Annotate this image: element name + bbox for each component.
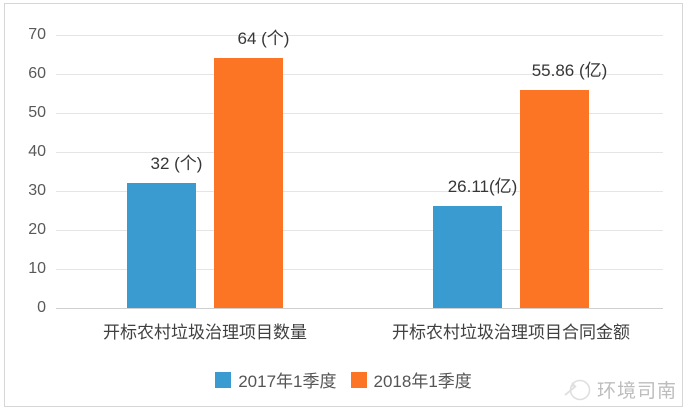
legend-item-2017: 2017年1季度 <box>215 367 337 392</box>
gridline-70 <box>56 35 663 36</box>
bar-chart-plot-area: 开标农村垃圾治理项目数量 开标农村垃圾治理项目合同金额 2017年1季度 201… <box>5 4 682 406</box>
bar-series1-group0 <box>214 58 283 308</box>
bar-series0-group0 <box>127 183 196 308</box>
gridline-30 <box>56 191 663 192</box>
data-label-series0-group0: 32 (个) <box>150 154 203 174</box>
y-axis-tick-label-10: 10 <box>28 260 46 277</box>
watermark-text: 环境司南 <box>596 381 677 402</box>
data-label-series0-group1: 26.11(亿) <box>447 177 518 197</box>
y-axis-tick-label-60: 60 <box>28 65 46 82</box>
gridline-50 <box>56 113 663 114</box>
gridline-40 <box>56 152 663 153</box>
y-axis-tick-label-30: 30 <box>28 182 46 199</box>
y-axis-tick-label-0: 0 <box>37 299 46 316</box>
data-label-series1-group0: 64 (个) <box>237 29 290 49</box>
category-label-contract-amount: 开标农村垃圾治理项目合同金额 <box>392 323 630 342</box>
compass-icon <box>564 379 591 401</box>
y-axis-tick-label-50: 50 <box>28 104 46 121</box>
y-axis-tick-label-40: 40 <box>28 143 46 160</box>
legend: 2017年1季度 2018年1季度 <box>5 367 682 392</box>
category-label-project-count: 开标农村垃圾治理项目数量 <box>103 323 307 342</box>
gridline-0 <box>56 308 663 309</box>
legend-item-2018: 2018年1季度 <box>350 367 472 392</box>
watermark: 环境司南 <box>563 376 677 403</box>
legend-swatch-2017 <box>215 371 232 388</box>
legend-label-2017: 2017年1季度 <box>238 372 337 391</box>
y-axis-tick-label-20: 20 <box>28 221 46 238</box>
gridline-20 <box>56 230 663 231</box>
y-axis-tick-label-70: 70 <box>28 26 46 43</box>
chart-card: 开标农村垃圾治理项目数量 开标农村垃圾治理项目合同金额 2017年1季度 201… <box>4 3 683 407</box>
legend-swatch-2018 <box>350 371 367 388</box>
data-label-series1-group1: 55.86 (亿) <box>531 61 608 81</box>
bar-series0-group1 <box>433 206 502 308</box>
legend-label-2018: 2018年1季度 <box>373 372 472 391</box>
gridline-60 <box>56 74 663 75</box>
gridline-10 <box>56 269 663 270</box>
bar-series1-group1 <box>520 90 589 308</box>
